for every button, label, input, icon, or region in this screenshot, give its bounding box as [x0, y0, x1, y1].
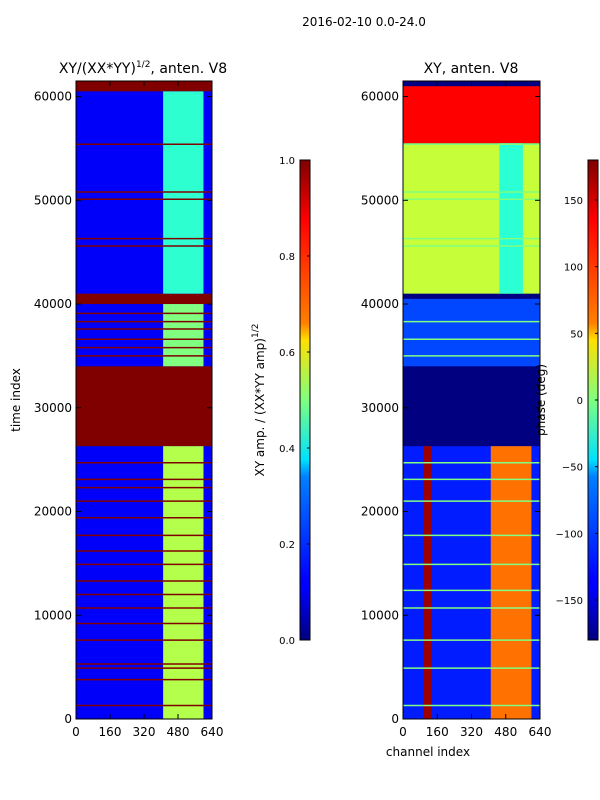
left-y-tick-label: 50000 — [34, 193, 72, 207]
left-colorbar-tick-label: 0.2 — [279, 540, 295, 551]
left-panel-title: XY/(XX*YY)1/2, anten. V8 — [59, 60, 227, 77]
left-x-tick-label: 160 — [99, 725, 122, 739]
left-colorbar-label: XY amp. / (XX*YY amp)1/2 — [251, 324, 267, 477]
left-y-tick-label: 0 — [64, 712, 72, 726]
right-x-tick-label: 320 — [460, 725, 483, 739]
left-y-axis-label: time index — [9, 368, 23, 432]
left-y-tick-label: 60000 — [34, 90, 72, 104]
left-colorbar-tick-label: 0.0 — [279, 636, 295, 647]
left-y-tick-label: 30000 — [34, 401, 72, 415]
right-heatmap — [403, 81, 540, 719]
right-y-tick-label: 20000 — [361, 505, 399, 519]
right-colorbar-tick-label: −100 — [556, 529, 583, 540]
left-colorbar: 0.0 0.2 0.4 0.6 0.8 1.0 XY amp. / (XX*YY amp)… — [251, 156, 311, 647]
left-x-tick-label: 640 — [201, 725, 224, 739]
right-region-signal-band-phase — [490, 446, 532, 719]
right-x-tick-label: 160 — [426, 725, 449, 739]
right-region-upper-signal-band — [499, 143, 523, 294]
right-colorbar: −150 −100 −50 0 50 100 150 phase (deg) — [534, 159, 599, 641]
right-y-tick-label: 40000 — [361, 297, 399, 311]
right-region-red-channel-stripe — [423, 446, 432, 719]
left-colorbar-tick-label: 0.6 — [279, 348, 295, 359]
right-colorbar-tick-label: 100 — [564, 263, 583, 274]
left-y-axis: 0 10000 20000 30000 40000 50000 60000 — [34, 90, 212, 726]
right-y-tick-label: 30000 — [361, 401, 399, 415]
right-x-tick-label: 0 — [399, 725, 407, 739]
right-y-tick-label: 50000 — [361, 193, 399, 207]
left-colorbar-tick-label: 0.8 — [279, 252, 295, 263]
left-region-dense-flag-band — [76, 293, 212, 305]
left-y-tick-label: 40000 — [34, 297, 72, 311]
left-x-tick-label: 320 — [133, 725, 156, 739]
left-x-tick-label: 0 — [72, 725, 80, 739]
left-y-tick-label: 20000 — [34, 505, 72, 519]
left-y-tick-label: 10000 — [34, 608, 72, 622]
right-x-axis-label: channel index — [386, 745, 470, 759]
figure-suptitle: 2016-02-10 0.0-24.0 — [302, 15, 426, 29]
right-region-scatter-block — [403, 298, 540, 367]
right-region-flagged-block — [403, 366, 540, 447]
left-colorbar-tick-label: 1.0 — [279, 156, 295, 167]
right-colorbar-tick-label: −150 — [556, 596, 583, 607]
right-x-axis: 0 160 320 480 640 — [399, 81, 551, 739]
right-colorbar-tick-label: 0 — [577, 396, 583, 407]
right-colorbar-tick-label: 50 — [570, 329, 583, 340]
right-y-tick-label: 10000 — [361, 608, 399, 622]
left-region-signal-band-low — [163, 446, 204, 719]
right-x-tick-label: 480 — [494, 725, 517, 739]
left-colorbar-ticks: 0.0 0.2 0.4 0.6 0.8 1.0 — [279, 156, 310, 647]
right-colorbar-tick-label: −50 — [562, 463, 583, 474]
right-colorbar-label: phase (deg) — [534, 364, 548, 436]
left-region-flagged-block — [76, 366, 212, 447]
left-x-tick-label: 480 — [167, 725, 190, 739]
left-colorbar-gradient — [299, 159, 311, 641]
left-colorbar-tick-label: 0.4 — [279, 444, 295, 455]
right-region-upper-phase-block — [403, 86, 540, 144]
right-panel: XY, anten. V8 0 160 320 480 640 0 10000 20000 3… — [361, 61, 552, 759]
right-panel-title: XY, anten. V8 — [424, 61, 519, 77]
left-region-top-flag-band — [76, 81, 212, 92]
right-y-axis: 0 10000 20000 30000 40000 50000 60000 — [361, 90, 540, 726]
right-y-tick-label: 0 — [391, 712, 399, 726]
left-x-axis: 0 160 320 480 640 — [72, 81, 223, 739]
right-x-tick-label: 640 — [529, 725, 552, 739]
right-y-tick-label: 60000 — [361, 90, 399, 104]
right-colorbar-tick-label: 150 — [564, 196, 583, 207]
left-panel: XY/(XX*YY)1/2, anten. V8 0 160 320 480 640 0… — [9, 60, 227, 739]
left-heatmap — [76, 81, 212, 719]
right-colorbar-ticks: −150 −100 −50 0 50 100 150 — [556, 196, 598, 607]
